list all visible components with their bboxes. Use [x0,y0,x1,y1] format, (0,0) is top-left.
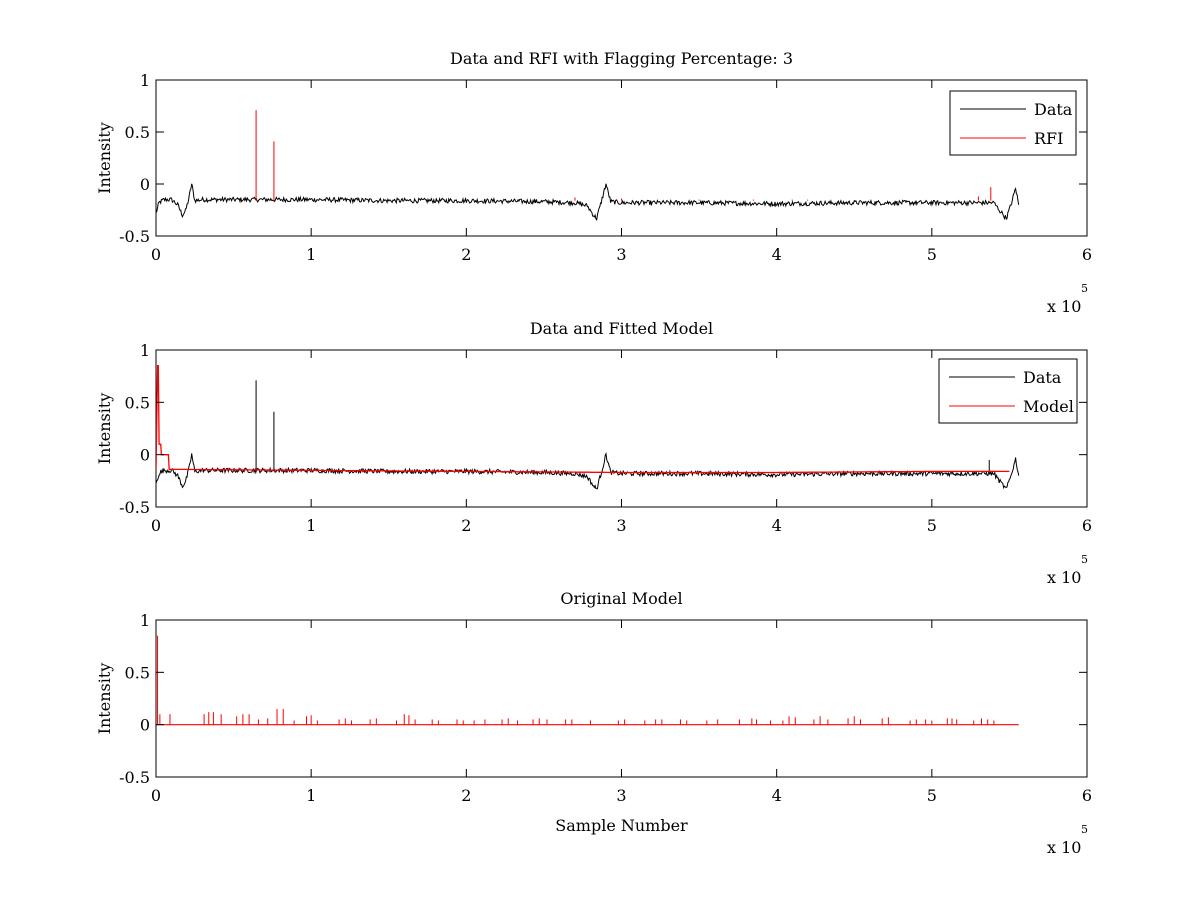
series-data [156,183,1020,222]
y-tick-label: 1 [140,611,150,630]
y-axis-label: Intensity [95,122,114,194]
x-tick-label: 4 [772,786,782,805]
chart-title: Data and RFI with Flagging Percentage: 3 [450,49,793,68]
legend-label: RFI [1034,129,1063,148]
x-tick-label: 4 [772,245,782,264]
y-tick-label: 0 [140,716,150,735]
x-tick-label: 3 [616,786,626,805]
x-tick-label: 5 [927,245,937,264]
x-tick-label: 1 [306,786,316,805]
x-tick-label: 2 [461,245,471,264]
y-axis-label: Intensity [95,393,114,465]
plot-area [155,349,1088,508]
series-model [156,365,1010,474]
series-rfi [255,110,992,201]
data-layer [156,110,1020,222]
legend-box [938,358,1078,424]
x-tick-label: 3 [616,245,626,264]
x-axis-label: Sample Number [555,816,688,835]
series-line [156,365,1010,474]
x-tick-label: 3 [616,516,626,535]
legend-label: Data [1023,368,1062,387]
y-tick-label: 1 [140,341,150,360]
legend-box [949,90,1077,156]
x-multiplier-exponent: 5 [1081,823,1088,836]
y-axis-label: Intensity [95,663,114,735]
x-multiplier-exponent: 5 [1081,553,1088,566]
y-tick-label: 0.5 [125,663,150,682]
x-tick-label: 5 [927,786,937,805]
legend-label: Data [1034,100,1073,119]
chart-title: Data and Fitted Model [530,319,713,338]
x-tick-label: 6 [1082,516,1092,535]
y-tick-label: 0.5 [125,123,150,142]
x-tick-label: 5 [927,516,937,535]
y-tick-label: 0 [140,446,150,465]
chart-title: Original Model [560,589,682,608]
legend-label: Model [1023,397,1074,416]
y-tick-label: 1 [140,71,150,90]
x-tick-label: 0 [151,245,161,264]
y-tick-label: 0.5 [125,393,150,412]
y-tick-label: -0.5 [119,227,150,246]
x-tick-label: 6 [1082,245,1092,264]
plot-area [155,619,1088,778]
y-tick-label: 0 [140,175,150,194]
series-line [156,183,1020,222]
x-tick-label: 0 [151,516,161,535]
y-tick-label: -0.5 [119,768,150,787]
data-layer [156,365,1020,490]
x-multiplier: x 10 [1047,838,1081,857]
x-tick-label: 1 [306,245,316,264]
legend: Data RFI [949,90,1077,156]
x-tick-label: 0 [151,786,161,805]
x-multiplier: x 10 [1047,297,1081,316]
data-layer [156,635,1019,726]
x-multiplier: x 10 [1047,568,1081,587]
y-tick-label: -0.5 [119,498,150,517]
x-tick-label: 4 [772,516,782,535]
plot-area [155,79,1088,237]
series-0 [156,635,1019,726]
x-tick-label: 1 [306,516,316,535]
x-tick-label: 2 [461,786,471,805]
x-tick-label: 2 [461,516,471,535]
legend: Data Model [938,358,1078,424]
x-multiplier-exponent: 5 [1081,282,1088,295]
x-tick-label: 6 [1082,786,1092,805]
